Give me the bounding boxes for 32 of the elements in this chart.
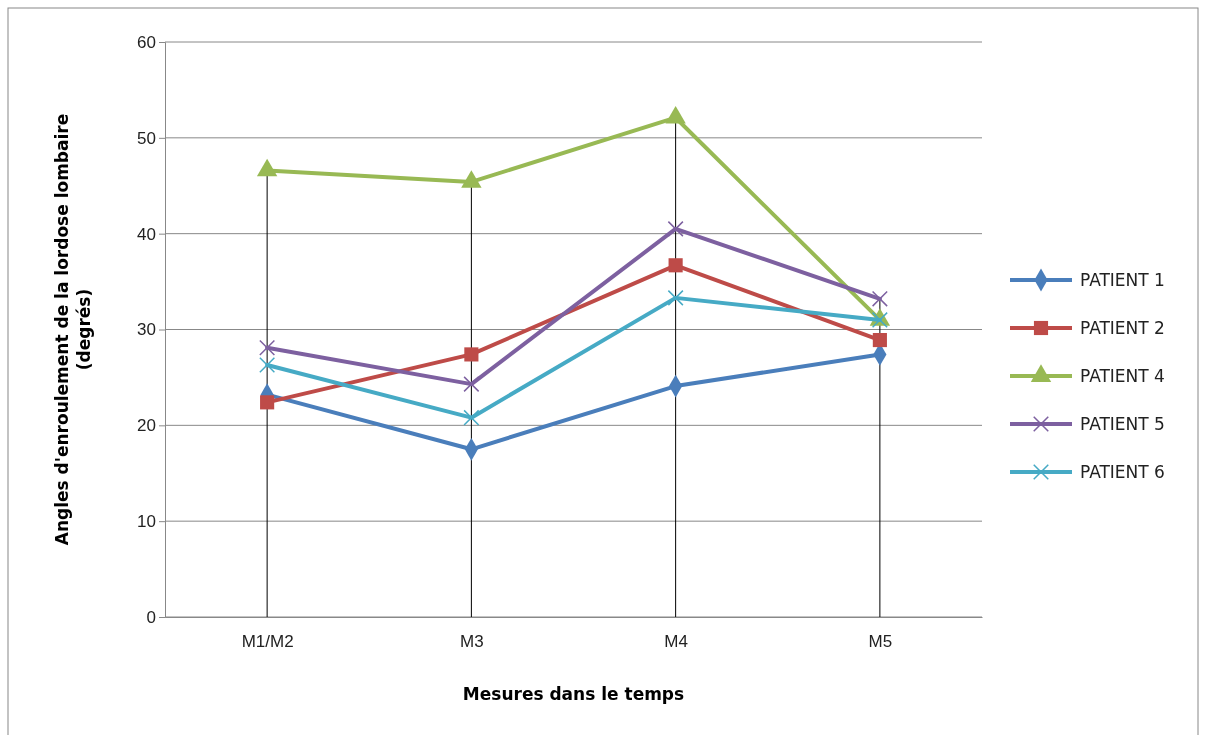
point bbox=[461, 170, 482, 188]
y-axis-title: Angles d'enroulement de la lordose lombaire (degrés) bbox=[52, 113, 94, 546]
point bbox=[668, 258, 683, 273]
point bbox=[667, 289, 684, 306]
x-tick-label: M5 bbox=[868, 632, 893, 652]
point bbox=[667, 220, 684, 237]
y-tick-label: 60 bbox=[137, 32, 156, 52]
y-tick-label: 0 bbox=[146, 607, 156, 627]
point bbox=[463, 376, 480, 393]
x-tick-label: M1/M2 bbox=[241, 632, 294, 652]
x-tick-label: M3 bbox=[460, 632, 484, 652]
point bbox=[463, 409, 480, 426]
x-axis-title: Mesures dans le temps bbox=[462, 684, 685, 704]
point bbox=[872, 332, 887, 348]
legend-label: PATIENT 1 bbox=[1080, 270, 1165, 290]
point bbox=[464, 347, 479, 362]
y-tick-label: 30 bbox=[137, 320, 156, 340]
legend-label: PATIENT 4 bbox=[1080, 366, 1165, 386]
y-tick-label: 20 bbox=[137, 416, 156, 436]
y-tick-label: 50 bbox=[137, 128, 156, 148]
legend-label: PATIENT 6 bbox=[1080, 462, 1165, 482]
y-tick-label: 10 bbox=[137, 512, 156, 532]
point bbox=[259, 339, 276, 356]
y-tick-label: 40 bbox=[137, 224, 156, 244]
x-tick-label: M4 bbox=[664, 632, 688, 652]
point bbox=[260, 395, 275, 410]
legend-label: PATIENT 5 bbox=[1080, 414, 1165, 434]
point bbox=[871, 290, 888, 307]
point bbox=[665, 105, 686, 124]
point bbox=[256, 158, 278, 177]
legend-label: PATIENT 2 bbox=[1080, 318, 1165, 338]
point bbox=[259, 356, 276, 373]
